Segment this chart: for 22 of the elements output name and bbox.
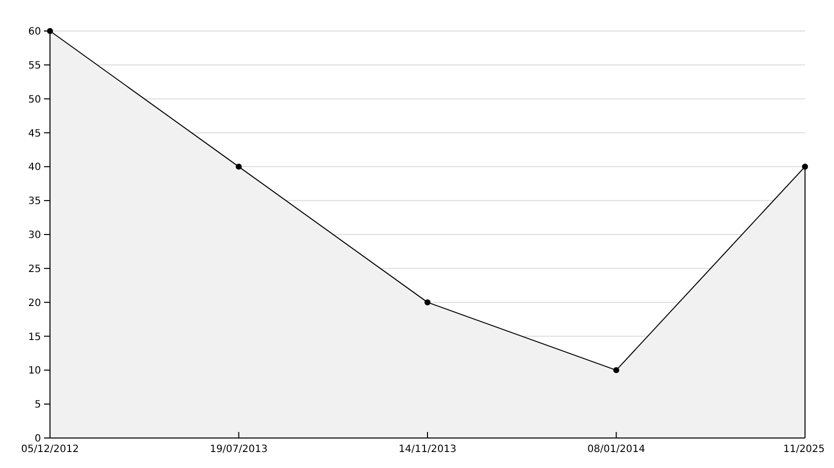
y-tick-label: 50	[28, 94, 41, 106]
y-tick-label: 25	[28, 264, 41, 275]
y-tick-label: 40	[28, 162, 41, 174]
x-tick-label: 19/07/2013	[210, 444, 268, 455]
x-tick-label: 05/12/2012	[21, 444, 79, 455]
point	[236, 164, 242, 170]
x-tick-label: 14/11/2013	[398, 444, 456, 455]
y-tick-label: 30	[28, 230, 41, 241]
y-tick-label: 0	[34, 434, 41, 444]
x-tick-label: 08/01/2014	[587, 444, 646, 455]
y-tick-label: 55	[28, 60, 41, 72]
y-tick-label: 10	[28, 366, 41, 377]
y-tick-label: 20	[28, 298, 41, 309]
point	[424, 299, 430, 306]
point	[613, 367, 620, 374]
point	[802, 164, 808, 170]
y-tick-label: 45	[28, 128, 41, 140]
x-tick-label: 11/2025	[783, 444, 825, 455]
y-tick-label: 35	[28, 196, 41, 208]
y-tick-label: 15	[28, 332, 41, 343]
y-tick-label: 60	[28, 26, 41, 38]
y-tick-label: 5	[34, 400, 41, 411]
